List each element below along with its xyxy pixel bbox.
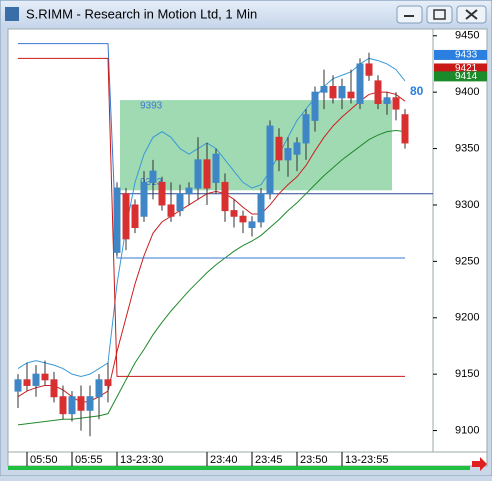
price-tag-label: 9433	[455, 50, 478, 61]
close-icon	[465, 9, 478, 20]
candle-body	[95, 379, 103, 398]
candle-body	[248, 221, 256, 229]
candle-body	[131, 204, 139, 229]
x-tick-label: 23:50	[300, 454, 328, 466]
candle-body	[149, 170, 157, 183]
candle-body	[356, 63, 364, 104]
y-tick-label: 9200	[455, 312, 479, 324]
chart: 9393931380910091509200925093009350940094…	[14, 30, 487, 466]
y-tick-label: 9150	[455, 368, 479, 380]
candle-body	[338, 86, 346, 99]
x-tick-label: 23:45	[255, 454, 283, 466]
y-tick-label: 9300	[455, 199, 479, 211]
x-tick-label: 13-23:30	[120, 454, 163, 466]
candle-body	[284, 148, 292, 161]
candle-body	[14, 379, 22, 392]
candle-body	[41, 373, 49, 381]
y-tick-label: 9250	[455, 255, 479, 267]
window-controls	[396, 5, 487, 24]
maximize-button[interactable]	[426, 5, 453, 24]
candle-body	[176, 193, 184, 212]
maximize-icon	[433, 9, 446, 20]
x-tick-label: 13-23:55	[345, 454, 388, 466]
candle-body	[68, 396, 76, 415]
candle-body	[383, 97, 391, 104]
candle-body	[221, 181, 229, 212]
range-zone	[120, 100, 392, 191]
scroll-arrow[interactable]	[472, 457, 487, 471]
x-tick-label: 23:40	[210, 454, 238, 466]
candle-body	[302, 114, 310, 144]
candle-body	[374, 80, 382, 104]
annotation: 80	[410, 84, 424, 98]
x-tick-label: 05:55	[75, 454, 103, 466]
overlay-line	[18, 57, 405, 377]
candle-body	[293, 142, 301, 155]
candle-body	[212, 153, 220, 183]
price-tag-label: 9421	[455, 63, 478, 74]
overlay-line	[17, 130, 406, 426]
plot-area	[7, 28, 434, 453]
candle-body	[392, 97, 400, 110]
candle-body	[104, 379, 112, 386]
candle-body	[113, 187, 121, 253]
candle-body	[266, 125, 274, 195]
y-tick-label: 9100	[455, 424, 479, 436]
candle-body	[194, 159, 202, 189]
candle-body	[86, 396, 94, 411]
candle-body	[59, 396, 67, 415]
candle-body	[185, 187, 193, 195]
window-title: S.RIMM - Research in Motion Ltd, 1 Min	[26, 6, 257, 21]
candle-body	[32, 373, 40, 386]
minimize-button[interactable]	[396, 5, 423, 24]
candle-body	[239, 215, 247, 223]
zone-top-label: 9393	[140, 101, 163, 112]
price-tag	[434, 63, 487, 74]
overlay-line	[18, 43, 405, 259]
candle-body	[275, 136, 283, 161]
price-tag	[434, 71, 487, 82]
y-tick-label: 9400	[455, 86, 479, 98]
minimize-icon	[404, 15, 414, 17]
candle-body	[230, 210, 238, 217]
candle-body	[167, 204, 175, 217]
price-tag-label: 9414	[455, 71, 478, 82]
candle-body	[329, 86, 337, 99]
overlay-line	[17, 57, 406, 377]
price-tag	[434, 49, 487, 60]
y-tick-label: 9350	[455, 142, 479, 154]
candle-body	[77, 396, 85, 411]
candle-body	[365, 63, 373, 76]
price-axis	[432, 28, 488, 453]
candle-body	[23, 379, 31, 386]
candle-body	[158, 181, 166, 206]
app-icon	[5, 7, 19, 21]
candle-body	[320, 86, 328, 93]
candle-body	[401, 114, 409, 144]
candle-body	[347, 91, 355, 99]
candle-body	[311, 91, 319, 121]
candle-body	[203, 159, 211, 189]
candle-body	[122, 193, 130, 240]
x-tick-label: 05:50	[30, 454, 58, 466]
status-strip	[8, 466, 470, 470]
candle-body	[50, 379, 58, 398]
candle-body	[140, 181, 148, 217]
y-tick-label: 9450	[455, 30, 479, 42]
candle-body	[257, 193, 265, 223]
